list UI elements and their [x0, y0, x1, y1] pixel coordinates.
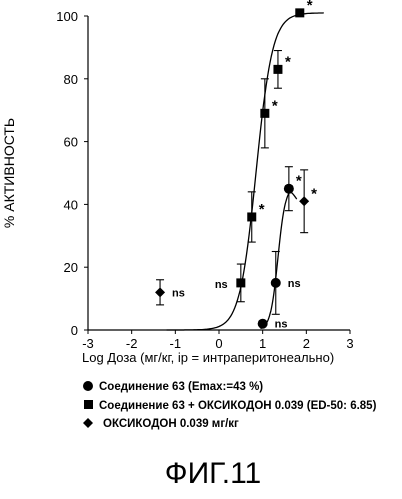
- legend: Соединение 63 (Emax:=43 %) Соединение 63…: [83, 381, 377, 430]
- x-tick-label: -1: [170, 336, 182, 351]
- significance-star: *: [259, 201, 265, 218]
- square-point: [295, 8, 305, 18]
- fit-curve-compound-63: [260, 191, 298, 330]
- significance-star: *: [285, 53, 291, 70]
- y-tick-label: 0: [71, 323, 78, 338]
- x-tick-label: -2: [126, 336, 138, 351]
- diamond-point: [155, 287, 166, 298]
- significance-star: *: [296, 173, 302, 190]
- data-points: ns * * * * * ns * ns ns: [155, 0, 317, 331]
- y-tick-label: 40: [64, 197, 78, 212]
- circle-point: [257, 318, 268, 329]
- square-point: [273, 64, 283, 74]
- ns-label: ns: [275, 319, 288, 331]
- circle-point: [270, 277, 281, 288]
- circle-point: [283, 183, 294, 194]
- x-tick-label: 3: [346, 336, 353, 351]
- significance-star: *: [311, 185, 317, 202]
- y-tick-label: 100: [56, 9, 78, 24]
- significance-star: *: [272, 97, 278, 114]
- ns-label: ns: [172, 287, 185, 299]
- ns-label: ns: [288, 278, 301, 290]
- y-axis-title: % АКТИВНОСТЬ: [1, 118, 17, 228]
- y-tick-label: 60: [64, 135, 78, 150]
- x-axis-title: Log Доза (мг/кг, ip = интраперитонеально…: [82, 350, 334, 365]
- x-tick-label: 2: [303, 336, 310, 351]
- square-point: [247, 212, 257, 222]
- figure-caption: ФИГ.11: [165, 457, 261, 490]
- legend-circle-marker: [83, 381, 93, 391]
- legend-label-2: Соединение 63 + ОКСИКОДОН 0.039 (ED-50: …: [99, 400, 377, 412]
- ns-label: ns: [215, 279, 228, 291]
- y-ticks: 0 20 40 60 80 100: [56, 9, 88, 338]
- diamond-point: [299, 196, 310, 207]
- x-ticks: -3 -2 -1 0 1 2 3: [82, 330, 354, 351]
- x-tick-label: 1: [259, 336, 266, 351]
- legend-label-1: Соединение 63 (Emax:=43 %): [99, 381, 263, 393]
- legend-diamond-marker: [83, 418, 93, 428]
- legend-label-3: ОКСИКОДОН 0.039 мг/кг: [103, 418, 239, 430]
- y-tick-label: 20: [64, 260, 78, 275]
- legend-square-marker: [84, 400, 93, 409]
- x-tick-label: -3: [82, 336, 94, 351]
- x-tick-label: 0: [215, 336, 222, 351]
- square-point: [236, 278, 246, 288]
- y-tick-label: 80: [64, 72, 78, 87]
- significance-star: *: [307, 0, 313, 14]
- square-point: [260, 108, 270, 118]
